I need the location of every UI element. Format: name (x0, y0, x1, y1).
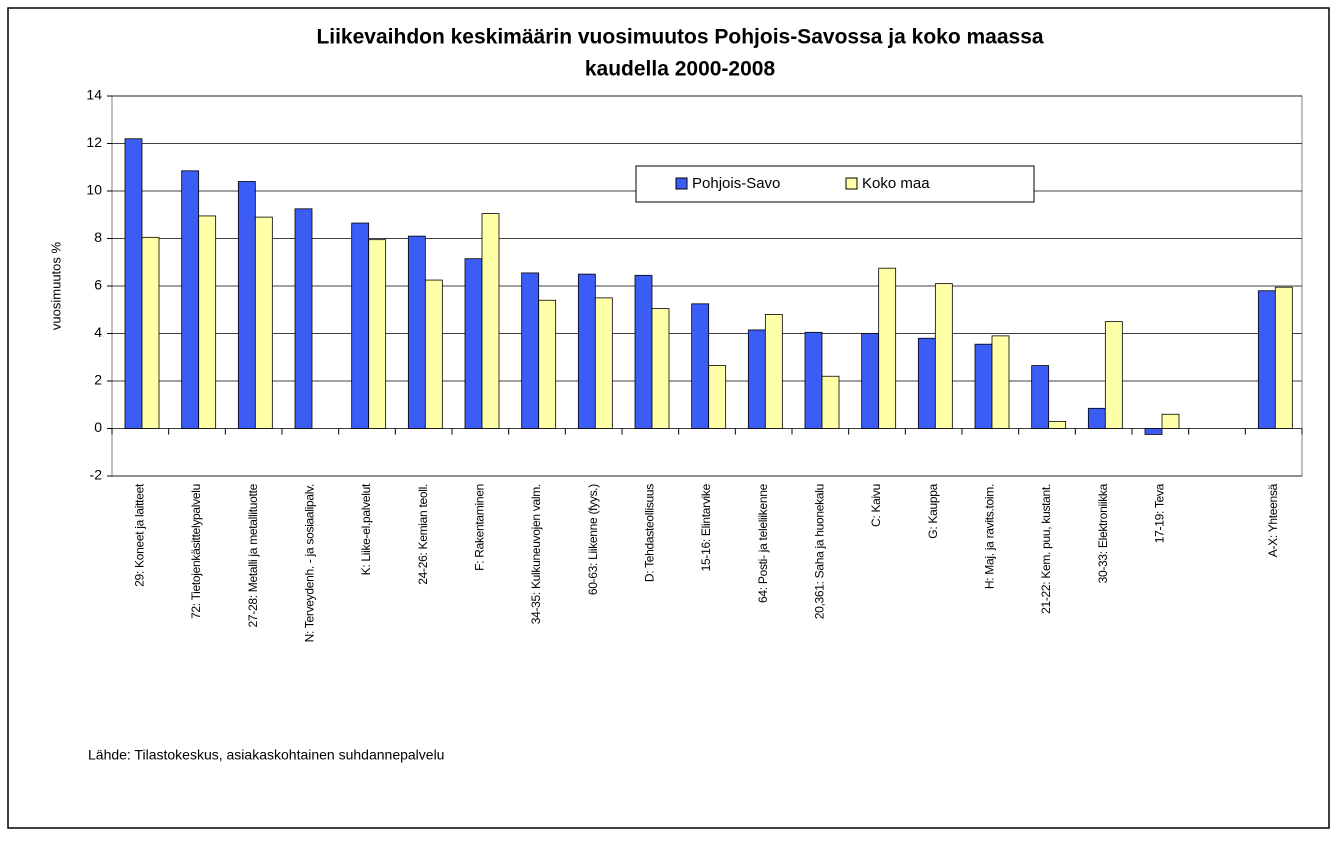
bar (991, 335, 1010, 429)
bar (708, 365, 727, 429)
bar (538, 299, 557, 429)
y-tick-label: 6 (94, 277, 102, 293)
y-axis-label: vuosimuutos % (48, 241, 63, 330)
bar (974, 343, 993, 429)
y-tick-label: 0 (94, 419, 102, 435)
x-tick-label: K: Liike-el.palvelut (359, 483, 373, 575)
x-tick-label: F: Rakentaminen (473, 484, 487, 571)
chart-title: kaudella 2000-2008 (585, 58, 776, 81)
x-tick-label: A-X: Yhteensä (1266, 483, 1280, 557)
bar (1031, 365, 1050, 429)
bar (407, 235, 426, 429)
bar (124, 138, 143, 429)
bar (634, 274, 653, 429)
x-tick-label: 29: Koneet ja laitteet (133, 483, 147, 587)
x-tick-label: D: Tehdasteollisuus (643, 484, 657, 582)
bar (917, 337, 936, 429)
bar (1257, 290, 1276, 429)
x-tick-label: C: Kaivu (869, 484, 883, 527)
y-tick-label: -2 (90, 467, 103, 483)
bar (934, 283, 953, 429)
bar (351, 222, 370, 429)
bar (1048, 420, 1067, 429)
bar (1274, 286, 1293, 429)
bar (651, 308, 670, 429)
x-tick-label: 64: Posti- ja teleliikenne (756, 483, 770, 603)
y-tick-label: 2 (94, 372, 102, 388)
bar (254, 216, 273, 429)
x-tick-label: 72: Tietojenkäsittelypalvelu (189, 484, 203, 619)
legend-label: Pohjois-Savo (692, 175, 780, 192)
bar (237, 181, 256, 429)
bar (577, 273, 596, 429)
bar (878, 267, 897, 429)
bar (521, 272, 540, 429)
x-tick-label: 24-26: Kemian teoll. (416, 484, 430, 585)
bar (368, 239, 387, 429)
y-tick-label: 8 (94, 229, 102, 245)
source-note: Lähde: Tilastokeskus, asiakaskohtainen s… (88, 747, 444, 763)
x-tick-label: G: Kauppa (926, 483, 940, 538)
bar (861, 333, 880, 429)
chart-title: Liikevaihdon keskimäärin vuosimuutos Poh… (316, 26, 1043, 49)
legend-label: Koko maa (862, 175, 930, 192)
bar (464, 258, 483, 429)
bar (1104, 321, 1123, 429)
x-tick-label: 60-63: Liikenne (fyys.) (586, 484, 600, 595)
legend-swatch (845, 177, 858, 190)
x-tick-label: N: Terveydenh. - ja sosiaalipalv. (303, 484, 317, 642)
legend-box (635, 165, 1035, 203)
y-tick-label: 12 (86, 134, 102, 150)
y-tick-label: 10 (86, 182, 102, 198)
bar (141, 236, 160, 429)
bar (691, 303, 710, 429)
bar (804, 331, 823, 429)
x-tick-label: 30-33: Elektroniikka (1096, 483, 1110, 583)
bar (198, 215, 217, 429)
y-tick-label: 14 (86, 87, 102, 103)
legend-swatch (675, 177, 688, 190)
x-tick-label: 34-35: Kulkuneuvojen valm. (529, 484, 543, 624)
bar (424, 279, 443, 429)
bar (294, 208, 313, 429)
x-tick-label: 17-19: Teva (1153, 483, 1167, 543)
bar (764, 314, 783, 429)
x-tick-label: 20,361: Saha ja huonekalu (813, 484, 827, 619)
x-tick-label: H: Maj. ja ravits.toim. (983, 484, 997, 589)
bar (1144, 428, 1163, 435)
x-tick-label: 15-16: Elintarvike (699, 483, 713, 571)
bar (747, 329, 766, 429)
bar (481, 213, 500, 429)
bar (821, 375, 840, 429)
bar (1161, 413, 1180, 429)
bar (1087, 407, 1106, 429)
x-tick-label: 21-22: Kem. puu, kustant. (1039, 484, 1053, 614)
y-tick-label: 4 (94, 324, 102, 340)
bar (181, 170, 200, 429)
x-tick-label: 27-28: Metalli ja metallituotte (246, 483, 260, 627)
bar (594, 297, 613, 429)
